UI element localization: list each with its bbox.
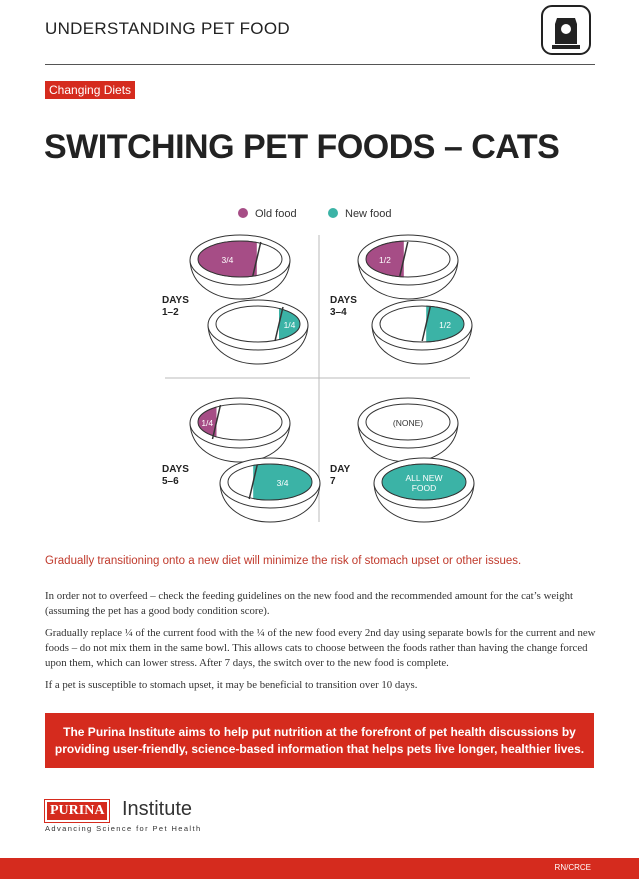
days-label: 5–6	[162, 476, 179, 487]
food	[382, 463, 466, 501]
bowl-inner	[365, 403, 451, 441]
food	[426, 305, 465, 343]
paragraph: In order not to overfeed – check the fee…	[45, 590, 573, 617]
legend-swatch	[238, 208, 248, 218]
food-divider	[274, 306, 284, 342]
bowl-label: 1/4	[201, 418, 213, 428]
bowl: 1/4	[189, 397, 291, 463]
food	[198, 406, 217, 438]
days-label: DAYS	[162, 464, 189, 475]
bowl: 3/4	[219, 457, 321, 523]
food-divider	[399, 241, 409, 277]
bowl: 1/4	[207, 299, 309, 365]
days-label: 3–4	[330, 307, 347, 318]
callout-text: The Purina Institute aims to help put nu…	[54, 724, 585, 756]
section-tag: Changing Diets	[45, 81, 136, 99]
bowl-label: (NONE)	[393, 418, 423, 428]
food	[253, 463, 312, 501]
bowl-label: 1/2	[379, 255, 391, 265]
paragraph: If a pet is susceptible to stomach upset…	[45, 679, 418, 691]
header-rule	[45, 64, 595, 65]
days-label: DAYS	[330, 295, 357, 306]
bowl: 1/2	[371, 299, 473, 365]
bowl: 1/2	[357, 234, 459, 300]
paragraph: Gradually replace ¼ of the current food …	[45, 627, 596, 669]
header-title: UNDERSTANDING PET FOOD	[45, 19, 290, 38]
bowl-label: 3/4	[277, 478, 289, 488]
logo-brand: PURINA	[43, 799, 111, 823]
footer-code: RN/CRCE	[554, 863, 591, 872]
legend-label: Old food	[255, 208, 297, 220]
page-title: SWITCHING PET FOODS – CATS	[44, 128, 560, 166]
bowl-label: ALL NEW	[405, 473, 442, 483]
food-divider	[252, 241, 262, 277]
days-label: 1–2	[162, 307, 179, 318]
pet-food-icon	[541, 5, 591, 55]
food	[198, 240, 257, 278]
logo-name: Institute	[122, 798, 193, 820]
callout: The Purina Institute aims to help put nu…	[45, 713, 594, 768]
bowl-label: FOOD	[412, 483, 437, 493]
food-divider	[211, 404, 222, 440]
footer-bar	[0, 858, 639, 879]
days-label: 7	[330, 476, 336, 487]
lead-text: Gradually transitioning onto a new diet …	[45, 555, 522, 567]
food	[366, 240, 404, 278]
days-label: DAYS	[162, 295, 189, 306]
legend-swatch	[328, 208, 338, 218]
food-divider	[421, 306, 431, 342]
legend-label: New food	[345, 208, 391, 220]
bowl: 3/4	[189, 234, 291, 300]
bowl-label: 1/4	[284, 320, 296, 330]
feeding-diagram: Old food New food DAYS1–23/41/4DAYS3–41/…	[162, 208, 475, 523]
bowl: (NONE)	[357, 397, 459, 463]
days-label: DAY	[330, 464, 351, 475]
logo-tagline: Advancing Science for Pet Health	[45, 824, 202, 833]
food	[279, 307, 300, 341]
bowl-label: 3/4	[221, 255, 233, 265]
food-divider	[248, 464, 258, 500]
bowl-label: 1/2	[439, 320, 451, 330]
